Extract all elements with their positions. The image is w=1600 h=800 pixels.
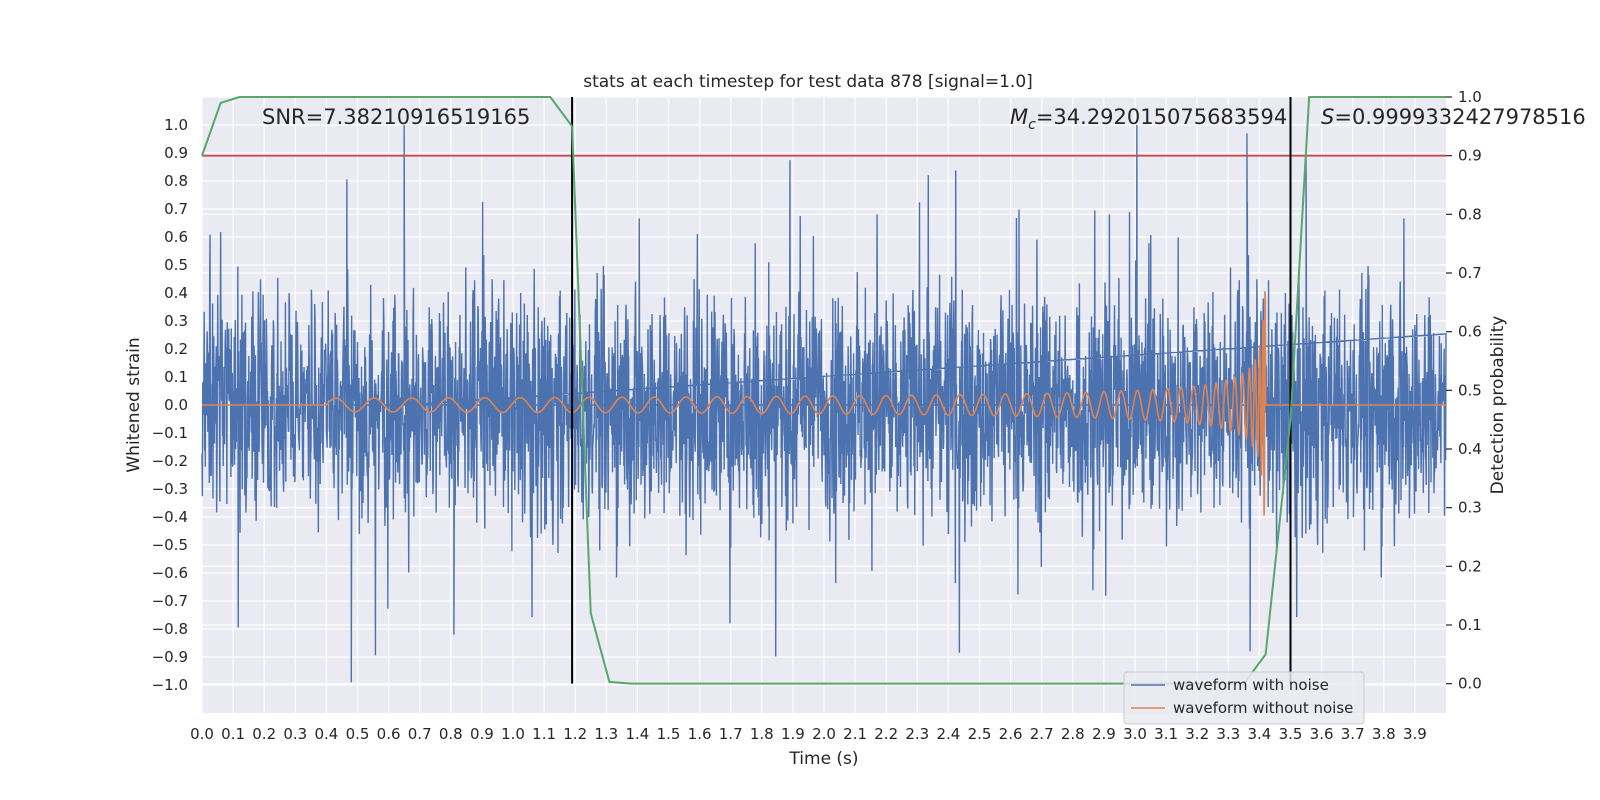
x-tick-label: 3.8	[1372, 725, 1396, 743]
mc-symbol: M	[1010, 105, 1028, 129]
y-tick-label: −1.0	[152, 676, 188, 694]
y-tick-label: 0.8	[164, 172, 188, 190]
y-tick-label: 0.7	[164, 200, 188, 218]
vertical-marker-lines	[571, 97, 1292, 684]
waveform-with-noise-line	[201, 124, 1447, 683]
mc-value: =34.292015075683594	[1036, 105, 1287, 129]
y-right-axis-label: Detection probability	[1488, 316, 1508, 495]
x-tick-label: 2.1	[843, 725, 867, 743]
x-tick-label: 0.1	[221, 725, 245, 743]
y-tick-label: −0.3	[152, 480, 188, 498]
y-right-tick-label: 0.3	[1458, 499, 1482, 517]
x-tick-label: 1.7	[719, 725, 743, 743]
y-right-axis-ticks: 1.0 0.9 0.8 0.7 0.6 0.5 0.4 0.3 0.2 0.1 0.0	[1446, 88, 1482, 693]
x-tick-label: 0.5	[346, 725, 370, 743]
series-waveform-without-noise	[202, 291, 1446, 516]
y-tick-label: 0.2	[164, 340, 188, 358]
x-axis-label: Time (s)	[788, 749, 858, 769]
legend-label-clean: waveform without noise	[1173, 699, 1353, 717]
s-value: =0.9999332427978516	[1334, 105, 1585, 129]
x-tick-label: 2.7	[1030, 725, 1054, 743]
x-tick-label: 1.0	[501, 725, 525, 743]
y-right-tick-label: 0.7	[1458, 264, 1482, 282]
y-right-tick-label: 0.5	[1458, 381, 1482, 399]
chirp-mass-annotation: Mc=34.292015075683594	[1010, 105, 1287, 133]
y-axis-label: Whitened strain	[124, 337, 144, 472]
x-tick-label: 3.0	[1123, 725, 1147, 743]
x-tick-label: 3.4	[1247, 725, 1271, 743]
x-tick-label: 2.8	[1061, 725, 1085, 743]
x-tick-label: 1.6	[688, 725, 712, 743]
x-tick-label: 2.5	[968, 725, 992, 743]
x-tick-label: 1.2	[563, 725, 587, 743]
x-tick-label: 1.3	[594, 725, 618, 743]
x-tick-label: 1.4	[625, 725, 649, 743]
y-tick-label: 0.5	[164, 256, 188, 274]
y-right-tick-label: 0.4	[1458, 440, 1482, 458]
s-symbol: S	[1321, 105, 1334, 129]
legend: waveform with noise waveform without noi…	[1123, 671, 1365, 725]
x-tick-label: 1.1	[532, 725, 556, 743]
y-tick-label: −0.8	[152, 620, 188, 638]
x-tick-label: 3.1	[1154, 725, 1178, 743]
x-tick-label: 0.6	[377, 725, 401, 743]
x-tick-label: 3.7	[1341, 725, 1365, 743]
x-tick-label: 0.2	[252, 725, 276, 743]
x-tick-label: 3.6	[1310, 725, 1334, 743]
y-tick-label: 0.4	[164, 284, 188, 302]
x-tick-label: 1.9	[781, 725, 805, 743]
x-tick-label: 3.3	[1216, 725, 1240, 743]
x-tick-label: 0.8	[439, 725, 463, 743]
score-annotation: S=0.9999332427978516	[1321, 105, 1586, 129]
x-tick-label: 3.5	[1279, 725, 1303, 743]
y-tick-label: −0.7	[152, 592, 188, 610]
snr-annotation: SNR=7.38210916519165	[262, 105, 530, 129]
y-tick-label: −0.1	[152, 424, 188, 442]
y-right-tick-label: 0.1	[1458, 616, 1482, 634]
x-tick-label: 2.0	[812, 725, 836, 743]
x-tick-label: 2.9	[1092, 725, 1116, 743]
x-tick-label: 2.4	[936, 725, 960, 743]
y-right-tick-label: 1.0	[1458, 88, 1482, 106]
y-tick-label: −0.2	[152, 452, 188, 470]
legend-box	[1123, 671, 1365, 725]
y-right-tick-label: 0.9	[1458, 147, 1482, 165]
x-tick-label: 2.6	[999, 725, 1023, 743]
y-tick-label: −0.5	[152, 536, 188, 554]
y-right-tick-label: 0.6	[1458, 323, 1482, 341]
series-waveform-with-noise	[201, 124, 1447, 683]
x-tick-label: 1.5	[657, 725, 681, 743]
y-tick-label: −0.9	[152, 648, 188, 666]
y-tick-label: 0.9	[164, 144, 188, 162]
y-right-tick-label: 0.8	[1458, 205, 1482, 223]
x-tick-label: 3.2	[1185, 725, 1209, 743]
y-tick-label: −0.4	[152, 508, 188, 526]
x-tick-label: 0.9	[470, 725, 494, 743]
x-tick-label: 0.0	[190, 725, 214, 743]
y-axis-ticks: 1.0 0.9 0.8 0.7 0.6 0.5 0.4 0.3 0.2 0.1 0.0 −0.1 −0.…	[152, 116, 188, 694]
y-tick-label: 0.1	[164, 368, 188, 386]
series-detection-probability	[201, 96, 1446, 685]
y-right-tick-label: 0.2	[1458, 557, 1482, 575]
y-tick-label: 0.6	[164, 228, 188, 246]
x-tick-label: 2.3	[905, 725, 929, 743]
x-tick-label: 0.3	[283, 725, 307, 743]
mc-subscript: c	[1028, 117, 1036, 133]
x-tick-label: 2.2	[874, 725, 898, 743]
y-tick-label: −0.6	[152, 564, 188, 582]
y-tick-label: 0.3	[164, 312, 188, 330]
legend-label-noise: waveform with noise	[1173, 676, 1329, 694]
y-right-tick-label: 0.0	[1458, 675, 1482, 693]
x-axis-ticks: 0.0 0.1 0.2 0.3 0.4 0.5 0.6 0.7 0.8 0.9 1.0 1.1 1.2 1…	[190, 725, 1427, 743]
y-tick-label: 0.0	[164, 396, 188, 414]
x-tick-label: 3.9	[1403, 725, 1427, 743]
x-tick-label: 0.7	[408, 725, 432, 743]
x-tick-label: 1.8	[750, 725, 774, 743]
detection-probability-line	[201, 96, 1446, 685]
waveform-without-noise-line	[202, 291, 1446, 516]
y-tick-label: 1.0	[164, 116, 188, 134]
x-tick-label: 0.4	[314, 725, 338, 743]
chart-title: stats at each timestep for test data 878…	[583, 72, 1033, 92]
